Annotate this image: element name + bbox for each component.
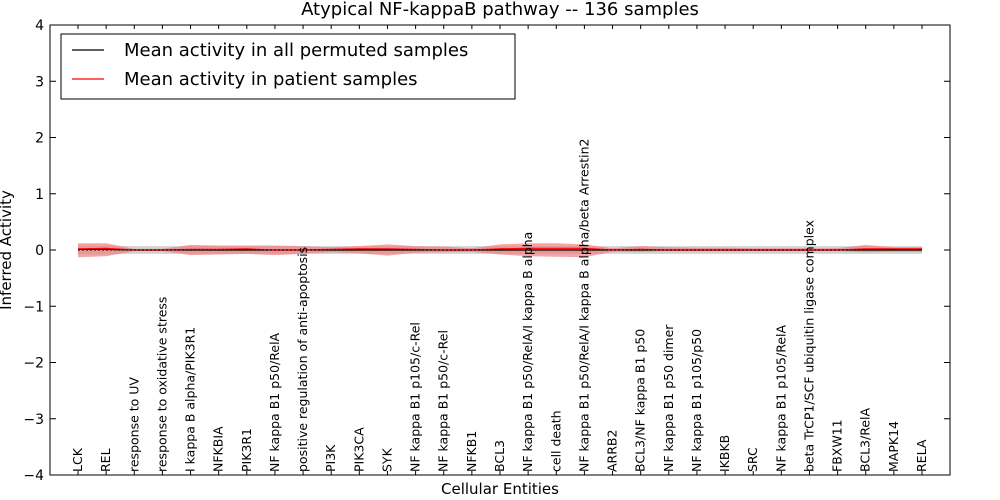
y-tick-label: −2 (23, 356, 44, 372)
x-category-label: NF kappa B1 p105/RelA (773, 325, 788, 472)
x-category-label: FBXW11 (830, 419, 845, 472)
x-category-label: IKBKB (717, 435, 732, 472)
x-category-label: NF kappa B1 p105/c-Rel (408, 322, 423, 472)
y-tick-label: 1 (35, 187, 44, 203)
x-category-label: PI3K (323, 444, 338, 472)
chart-title: Atypical NF-kappaB pathway -- 136 sample… (301, 0, 699, 20)
x-category-label: ARRB2 (605, 430, 620, 472)
x-category-label: response to UV (126, 377, 141, 472)
x-category-label: PIK3CA (351, 427, 366, 472)
x-category-label: NF kappa B1 p50/RelA (267, 332, 282, 472)
y-tick-label: 3 (35, 74, 44, 90)
x-category-label: PIK3R1 (239, 428, 254, 472)
x-category-label: NF kappa B1 p50/RelA/I kappa B alpha (520, 232, 535, 472)
x-category-label: REL (98, 448, 113, 472)
legend-label: Mean activity in all permuted samples (124, 40, 468, 61)
x-category-label: NF kappa B1 p50/RelA/I kappa B alpha/bet… (576, 139, 591, 473)
line-series-2 (77, 247, 922, 251)
x-category-label: cell death (548, 410, 563, 472)
x-axis-category-labels: LCK REL response to UV response to oxidativ… (70, 25, 929, 475)
x-category-label: SYK (379, 447, 394, 472)
x-category-label: I kappa B alpha/PIK3R1 (183, 327, 198, 472)
y-tick-label: −1 (23, 299, 44, 315)
y-tick-label: −4 (23, 468, 44, 484)
legend-box (60, 33, 516, 100)
x-category-label: SRC (745, 447, 760, 472)
x-category-label: positive regulation of anti-apoptosis (295, 247, 310, 472)
legend: Mean activity in all permuted samples Mea… (60, 33, 516, 100)
y-tick-label: 2 (35, 131, 44, 147)
x-category-label: NF kappa B1 p50/c-Rel (436, 330, 451, 472)
x-category-label: BCL3/RelA (858, 408, 873, 472)
x-category-label: NFKB1 (464, 431, 479, 472)
x-category-label: BCL3 (492, 440, 507, 472)
y-tick-label: 0 (35, 243, 44, 259)
x-category-label: NF kappa B1 p105/p50 (689, 329, 704, 472)
legend-label: Mean activity in patient samples (124, 69, 418, 90)
x-category-label: BCL3/NF kappa B1 p50 (633, 329, 648, 472)
x-category-label: MAPK14 (886, 421, 901, 472)
y-tick-label: 4 (35, 18, 44, 34)
x-category-label: response to oxidative stress (154, 297, 169, 472)
y-axis-label: Inferred Activity (0, 190, 15, 310)
x-category-label: beta TrCP1/SCF ubiquitin ligase complex (801, 220, 816, 472)
x-category-label: RELA (914, 439, 929, 472)
y-axis-ticks: −4 −3 −2 −1 0 1 2 3 4 (23, 18, 950, 484)
x-axis-label: Cellular Entities (441, 480, 559, 498)
x-category-label: NFKBIA (211, 426, 226, 472)
y-tick-label: −3 (23, 412, 44, 428)
x-category-label: LCK (70, 447, 85, 472)
x-category-label: NF kappa B1 p50 dimer (661, 324, 676, 472)
